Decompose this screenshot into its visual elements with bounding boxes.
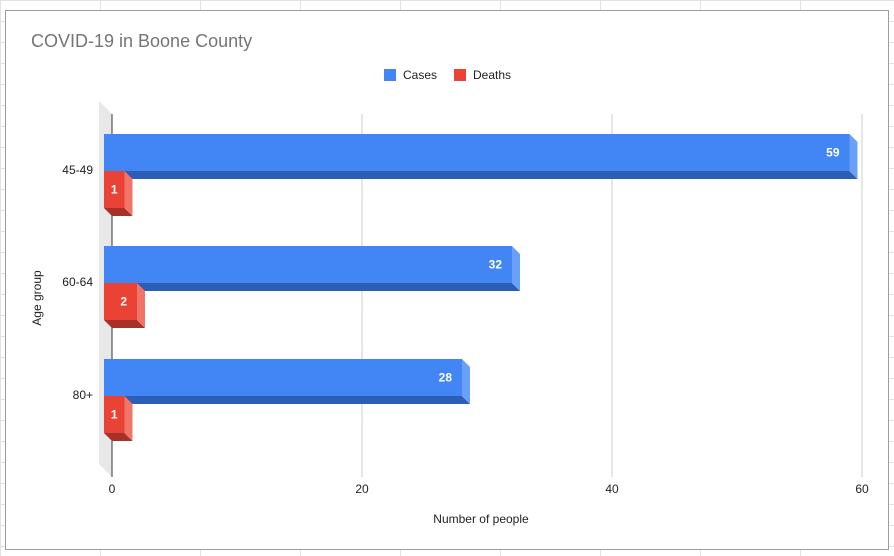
cases-value-label-60-64: 32 bbox=[489, 258, 503, 272]
legend-label-deaths: Deaths bbox=[473, 68, 511, 82]
cases-value-label-80+: 28 bbox=[439, 371, 453, 385]
cases-bar-bottom-45-49 bbox=[104, 171, 858, 179]
deaths-value-label-60-64: 2 bbox=[120, 295, 127, 309]
legend[interactable]: Cases Deaths bbox=[384, 68, 511, 82]
cases-bar-60-64: 32 bbox=[104, 246, 520, 291]
legend-swatch-deaths bbox=[454, 69, 466, 81]
category-label-60-64: 60-64 bbox=[62, 275, 93, 289]
deaths-bar-side-80+ bbox=[124, 396, 133, 441]
deaths-bar-side-60-64 bbox=[137, 283, 145, 328]
cases-bar-80+: 28 bbox=[104, 359, 470, 404]
category-label-80+: 80+ bbox=[73, 388, 93, 402]
cases-bar-side-80+ bbox=[462, 359, 470, 404]
legend-swatch-cases bbox=[384, 69, 396, 81]
deaths-bar-80+: 1 bbox=[104, 396, 133, 441]
deaths-bar-bottom-80+ bbox=[104, 433, 133, 441]
x-tick-labels: 0 20 40 60 bbox=[109, 482, 869, 496]
cases-bar-side-60-64 bbox=[512, 246, 520, 291]
category-label-45-49: 45-49 bbox=[62, 163, 93, 177]
deaths-bar-60-64: 2 bbox=[104, 283, 145, 328]
cases-bar-face-45-49 bbox=[104, 134, 850, 171]
deaths-bar-face-60-64 bbox=[104, 283, 137, 320]
deaths-bar-bottom-60-64 bbox=[104, 320, 145, 328]
deaths-bar-45-49: 1 bbox=[104, 171, 133, 216]
deaths-bar-side-45-49 bbox=[124, 171, 133, 216]
deaths-bar-face-80+ bbox=[104, 396, 125, 433]
x-axis-title: Number of people bbox=[433, 512, 529, 526]
x-tick-label-40: 40 bbox=[605, 482, 619, 496]
cases-bar-face-60-64 bbox=[104, 246, 512, 283]
cases-value-label-45-49: 59 bbox=[826, 146, 840, 160]
cases-bar-45-49: 59 bbox=[104, 134, 858, 179]
cases-bar-side-45-49 bbox=[849, 134, 858, 179]
y-axis-title: Age group bbox=[30, 270, 44, 326]
cases-bar-bottom-60-64 bbox=[104, 283, 520, 291]
deaths-bar-bottom-45-49 bbox=[104, 208, 133, 216]
bars[interactable]: 59 1 32 2 28 1 bbox=[104, 134, 858, 441]
x-tick-label-0: 0 bbox=[109, 482, 116, 496]
legend-label-cases: Cases bbox=[403, 68, 437, 82]
x-tick-label-20: 20 bbox=[355, 482, 369, 496]
deaths-value-label-45-49: 1 bbox=[111, 183, 118, 197]
chart-title: COVID-19 in Boone County bbox=[31, 31, 252, 51]
deaths-value-label-80+: 1 bbox=[111, 408, 118, 422]
cases-bar-bottom-80+ bbox=[104, 396, 470, 404]
x-tick-label-60: 60 bbox=[855, 482, 869, 496]
category-labels: 45-49 60-64 80+ bbox=[62, 163, 93, 402]
cases-bar-face-80+ bbox=[104, 359, 462, 396]
deaths-bar-face-45-49 bbox=[104, 171, 125, 208]
